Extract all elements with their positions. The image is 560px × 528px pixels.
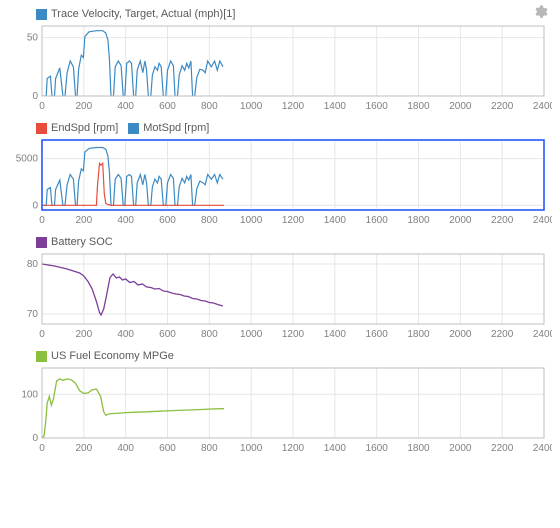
x-tick-label: 200 [75, 101, 92, 112]
x-tick-label: 400 [117, 329, 134, 340]
x-tick-label: 1400 [324, 443, 347, 454]
panel-rpm: EndSpd [rpm] MotSpd [rpm] 0 200 400 600 800 100… [8, 120, 552, 226]
plot-wrap: 0 200 400 600 800 1000 1200 1400 1600 1800 2000 220… [8, 252, 552, 340]
panel-battery-soc: Battery SOC 0 200 400 600 800 1000 1200 1400 1600… [8, 234, 552, 340]
x-tick-label: 1000 [240, 443, 263, 454]
panel-fuel-economy: US Fuel Economy MPGe02004006008001000120… [8, 348, 552, 454]
legend-label: Trace Velocity, Target, Actual (mph)[1] [51, 8, 235, 20]
x-tick-label: 0 [39, 329, 45, 340]
x-tick-label: 2400 [533, 215, 552, 226]
x-tick-label: 800 [201, 215, 218, 226]
legend-item[interactable]: Battery SOC [36, 236, 113, 248]
x-tick-label: 0 [39, 215, 45, 226]
x-tick-label: 2400 [533, 101, 552, 112]
x-tick-label: 0 [39, 101, 45, 112]
y-tick-label: 0 [32, 200, 38, 211]
legend-label: MotSpd [rpm] [143, 122, 209, 134]
x-tick-label: 800 [201, 329, 218, 340]
x-tick-label: 2400 [533, 443, 552, 454]
legend-label: EndSpd [rpm] [51, 122, 118, 134]
x-tick-label: 800 [201, 101, 218, 112]
x-tick-label: 1000 [240, 215, 263, 226]
plot-area[interactable]: 0 200 400 600 800 1000 1200 1400 1600 1800 2000 220… [8, 138, 552, 226]
legend-swatch [36, 9, 47, 20]
x-tick-label: 1600 [366, 443, 389, 454]
legend-label: Battery SOC [51, 236, 113, 248]
x-tick-label: 2200 [491, 443, 514, 454]
x-tick-label: 600 [159, 215, 176, 226]
x-tick-label: 2000 [449, 443, 472, 454]
x-tick-label: 2200 [491, 329, 514, 340]
legend-row: US Fuel Economy MPGe [8, 348, 552, 364]
legend-row: Trace Velocity, Target, Actual (mph)[1] [8, 6, 552, 22]
plot-wrap: 0 200 400 600 800 1000 1200 1400 1600 1800 2000 220… [8, 138, 552, 226]
x-tick-label: 2200 [491, 215, 514, 226]
legend-item[interactable]: MotSpd [rpm] [128, 122, 209, 134]
y-tick-label: 100 [21, 389, 38, 400]
x-tick-label: 1400 [324, 215, 347, 226]
x-tick-label: 200 [75, 443, 92, 454]
plot-area[interactable]: 0200400600800100012001400160018002000220… [8, 366, 552, 454]
x-tick-label: 400 [117, 101, 134, 112]
plot-area[interactable]: 0 200 400 600 800 1000 1200 1400 1600 1800 2000 220… [8, 24, 552, 112]
x-tick-label: 1800 [407, 329, 430, 340]
legend-swatch [36, 123, 47, 134]
y-tick-label: 80 [27, 259, 39, 270]
x-tick-label: 1600 [366, 215, 389, 226]
x-tick-label: 1200 [282, 215, 305, 226]
x-tick-label: 200 [75, 215, 92, 226]
x-tick-label: 1200 [282, 329, 305, 340]
y-tick-label: 50 [27, 33, 39, 44]
x-tick-label: 1600 [366, 329, 389, 340]
legend-row: Battery SOC [8, 234, 552, 250]
y-tick-label: 5000 [16, 154, 39, 165]
x-tick-label: 400 [117, 443, 134, 454]
x-tick-label: 2000 [449, 215, 472, 226]
legend-item[interactable]: Trace Velocity, Target, Actual (mph)[1] [36, 8, 235, 20]
x-tick-label: 800 [201, 443, 218, 454]
y-tick-label: 0 [32, 91, 38, 102]
plot-area[interactable]: 0 200 400 600 800 1000 1200 1400 1600 1800 2000 220… [8, 252, 552, 340]
y-tick-label: 70 [27, 309, 39, 320]
x-tick-label: 1200 [282, 443, 305, 454]
plot-wrap: 0200400600800100012001400160018002000220… [8, 366, 552, 454]
x-tick-label: 600 [159, 329, 176, 340]
chart-panels-container: Trace Velocity, Target, Actual (mph)[1] 0… [8, 6, 552, 454]
x-tick-label: 2000 [449, 329, 472, 340]
x-tick-label: 400 [117, 215, 134, 226]
x-tick-label: 1400 [324, 329, 347, 340]
legend-item[interactable]: EndSpd [rpm] [36, 122, 118, 134]
x-tick-label: 1800 [407, 101, 430, 112]
x-tick-label: 2000 [449, 101, 472, 112]
x-tick-label: 1000 [240, 101, 263, 112]
x-tick-label: 1400 [324, 101, 347, 112]
x-tick-label: 1000 [240, 329, 263, 340]
legend-label: US Fuel Economy MPGe [51, 350, 174, 362]
legend-item[interactable]: US Fuel Economy MPGe [36, 350, 174, 362]
x-tick-label: 600 [159, 101, 176, 112]
x-tick-label: 1600 [366, 101, 389, 112]
x-tick-label: 1800 [407, 443, 430, 454]
x-tick-label: 200 [75, 329, 92, 340]
x-tick-label: 2400 [533, 329, 552, 340]
plot-wrap: 0 200 400 600 800 1000 1200 1400 1600 1800 2000 220… [8, 24, 552, 112]
x-tick-label: 600 [159, 443, 176, 454]
y-tick-label: 0 [32, 433, 38, 444]
x-tick-label: 1200 [282, 101, 305, 112]
legend-swatch [128, 123, 139, 134]
legend-swatch [36, 351, 47, 362]
x-tick-label: 1800 [407, 215, 430, 226]
gear-icon[interactable] [532, 4, 548, 20]
panel-trace-velocity: Trace Velocity, Target, Actual (mph)[1] 0… [8, 6, 552, 112]
legend-swatch [36, 237, 47, 248]
x-tick-label: 0 [39, 443, 45, 454]
legend-row: EndSpd [rpm] MotSpd [rpm] [8, 120, 552, 136]
x-tick-label: 2200 [491, 101, 514, 112]
